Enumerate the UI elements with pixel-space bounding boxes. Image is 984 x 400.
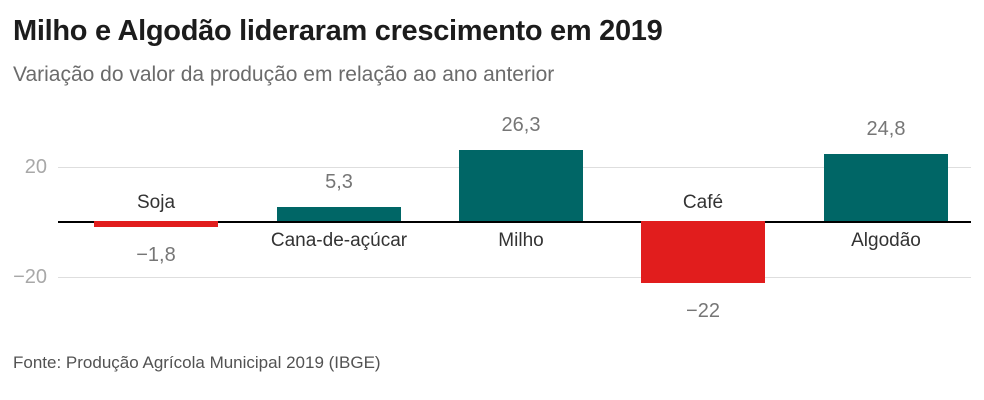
bar-algodao (824, 154, 948, 222)
value-label-cafe: −22 (686, 300, 720, 322)
value-label-soja: −1,8 (136, 244, 176, 266)
source-note: Fonte: Produção Agrícola Municipal 2019 … (13, 353, 381, 372)
y-tick-label--20: −20 (13, 266, 47, 288)
gridline-y--20 (58, 277, 971, 278)
y-tick-label-20: 20 (24, 156, 47, 178)
bar-cafe (641, 221, 765, 283)
category-label-cana-de-acucar: Cana-de-açúcar (270, 230, 408, 251)
category-label-soja: Soja (136, 192, 176, 213)
chart-title: Milho e Algodão lideraram crescimento em… (13, 15, 663, 47)
chart-subtitle: Variação do valor da produção em relação… (13, 63, 555, 86)
value-label-cana-de-acucar: 5,3 (325, 171, 353, 193)
category-label-milho: Milho (498, 230, 544, 251)
value-label-algodao: 24,8 (866, 118, 906, 140)
category-label-algodao: Algodão (851, 230, 921, 251)
zero-axis-line (58, 221, 971, 223)
value-label-milho: 26,3 (501, 114, 541, 136)
bar-soja (94, 221, 218, 227)
bar-cana-de-acucar (277, 207, 401, 222)
bar-milho (459, 150, 583, 222)
category-label-cafe: Café (682, 192, 724, 213)
